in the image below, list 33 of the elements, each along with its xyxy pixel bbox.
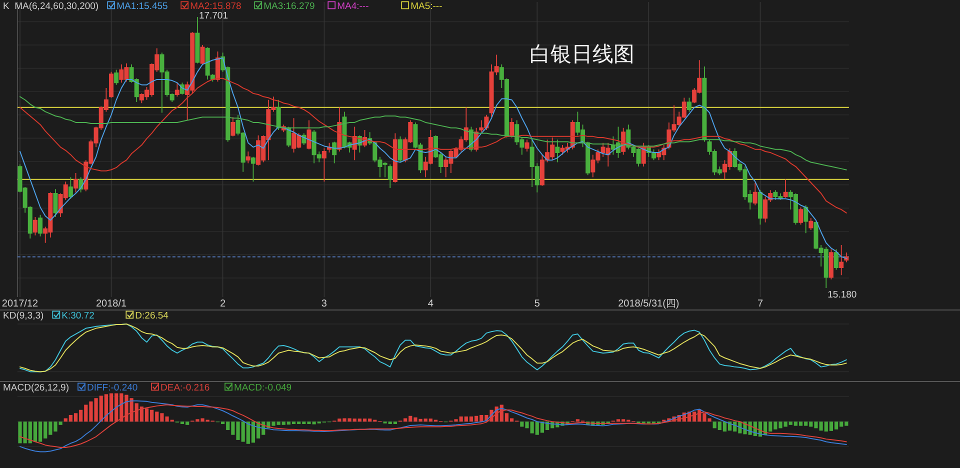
legend-title: K MA(6,24,60,30,200) <box>3 1 99 12</box>
x-tick-label: 7 <box>757 298 764 310</box>
legend-item: D:26.54 <box>126 310 168 322</box>
annotation: 17.701 <box>198 10 228 22</box>
x-tick-label: 4 <box>428 298 434 310</box>
legend-label: D:26.54 <box>135 310 168 322</box>
legend-item: MA3:16.279 <box>254 1 315 12</box>
text: 15.180 <box>828 290 857 300</box>
legend-label: MA3:16.279 <box>264 1 315 12</box>
legend-title: KD(9,3,3) <box>3 310 44 322</box>
x-tick-label: 2018/1 <box>96 298 127 310</box>
legend-label: MA4:--- <box>337 1 369 12</box>
legend-item: MA2:15.878 <box>180 1 242 12</box>
legend-title: MACD(26,12,9) <box>3 382 69 394</box>
legend-label: MA5:--- <box>410 1 442 12</box>
legend-label: DIFF:-0.240 <box>87 382 138 394</box>
x-tick-label: 2018/5/31(四) <box>618 298 680 310</box>
legend-label: MA2:15.878 <box>190 1 242 12</box>
legend-item: MA5:--- <box>401 1 442 12</box>
legend-item: DEA:-0.216 <box>151 382 210 394</box>
legend-item: K:30.72 <box>52 310 94 322</box>
legend-label: DEA:-0.216 <box>160 382 210 394</box>
x-tick-label: 5 <box>534 298 540 310</box>
text: 白银日线图 <box>530 42 634 66</box>
legend-item: MACD:-0.049 <box>224 382 292 394</box>
legend-label: K:30.72 <box>62 310 94 322</box>
x-tick-label: 2 <box>220 298 226 310</box>
legend-label: MA1:15.455 <box>116 1 168 12</box>
legend-item: DIFF:-0.240 <box>78 382 138 394</box>
legend-item: MA4:--- <box>328 1 369 12</box>
x-tick-label: 2017/12 <box>2 298 39 310</box>
x-tick-label: 3 <box>321 298 328 310</box>
legend-item: MA1:15.455 <box>107 1 168 12</box>
